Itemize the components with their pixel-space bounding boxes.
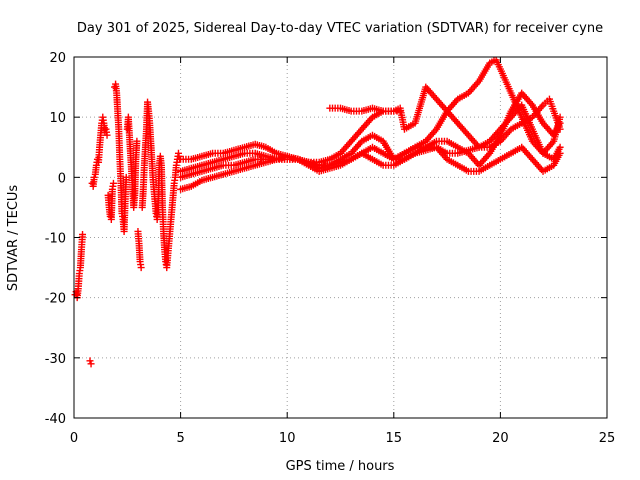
x-tick-label: 15	[386, 431, 403, 446]
series-early-cluster	[71, 80, 184, 368]
y-tick-label: -40	[45, 412, 66, 427]
y-tick-label: -30	[45, 352, 66, 367]
x-tick-label: 25	[599, 431, 616, 446]
data-point	[556, 119, 564, 127]
y-tick-label: 20	[49, 51, 66, 66]
x-tick-label: 20	[492, 431, 509, 446]
data-point	[87, 360, 95, 368]
data-marks	[71, 56, 564, 368]
data-point	[109, 179, 117, 187]
y-tick-label: 10	[49, 111, 66, 126]
grid	[74, 57, 607, 418]
data-point	[396, 107, 404, 115]
x-tick-label: 0	[70, 431, 78, 446]
data-point	[122, 173, 130, 181]
ticks: 0 5 10 15 20 25 -40 -30 -20 -10 0 10 20	[45, 51, 616, 446]
y-tick-label: 0	[58, 171, 66, 186]
x-tick-label: 5	[176, 431, 184, 446]
x-tick-label: 10	[279, 431, 296, 446]
data-point	[79, 230, 87, 238]
series-track-e	[177, 143, 564, 181]
chart-title: Day 301 of 2025, Sidereal Day-to-day VTE…	[77, 21, 603, 36]
data-point	[556, 143, 564, 151]
data-point	[133, 137, 141, 145]
y-tick-label: -20	[45, 292, 66, 307]
data-point	[556, 149, 564, 157]
y-tick-label: -10	[45, 232, 66, 247]
series-track-d	[326, 89, 564, 169]
x-axis-label: GPS time / hours	[286, 459, 395, 474]
data-point	[103, 131, 111, 139]
data-point	[137, 264, 145, 272]
y-axis-label: SDTVAR / TECUs	[6, 185, 21, 292]
